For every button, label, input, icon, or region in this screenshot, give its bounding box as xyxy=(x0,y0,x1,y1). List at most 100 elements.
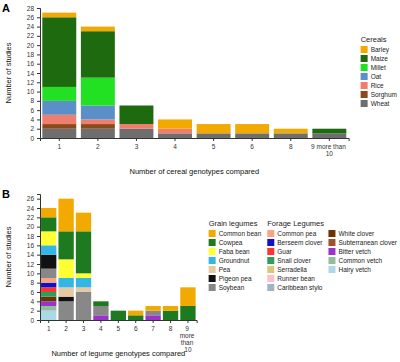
tick-label: 26 xyxy=(27,195,35,202)
tick-mark xyxy=(329,138,330,141)
tick-mark xyxy=(37,320,40,321)
tick-mark xyxy=(290,138,291,141)
bar-segment xyxy=(58,287,73,296)
bar-segment xyxy=(119,124,153,129)
legend-label: Guar xyxy=(277,248,292,255)
bar-segment xyxy=(41,292,56,297)
bar-segment xyxy=(235,133,269,138)
legend-label: Caribbean stylo xyxy=(277,284,323,292)
tick-mark xyxy=(175,138,176,141)
tick-mark xyxy=(37,17,40,18)
tick-label: 10 xyxy=(27,88,35,95)
bar-segment xyxy=(76,292,91,320)
bar-segment xyxy=(81,31,115,77)
bar-segment xyxy=(41,311,56,320)
panel: Grain legumesCommon beanCowpeaFaba beanG… xyxy=(2,188,398,358)
bar-segment xyxy=(41,217,56,231)
bar-segment xyxy=(145,315,160,320)
bar-segment xyxy=(42,129,76,138)
legend-label: Runner bean xyxy=(277,275,315,282)
tick-label: 0 xyxy=(30,135,34,142)
tick: 8 xyxy=(30,97,40,104)
bar-segment xyxy=(42,13,76,18)
tick-label: 8 xyxy=(30,97,34,104)
legend-label: Serradella xyxy=(277,266,307,273)
tick: 4 xyxy=(30,298,40,305)
legend-swatch xyxy=(267,275,274,282)
tick: 2 xyxy=(30,125,40,132)
tick-label: 2 xyxy=(64,325,68,332)
y-axis-title: Number of studies xyxy=(4,226,13,287)
tick-label: 1 xyxy=(57,143,61,150)
bar-segment xyxy=(76,287,91,292)
tick-label: 22 xyxy=(27,32,35,39)
tick: 16 xyxy=(27,242,40,249)
bar-segment xyxy=(58,301,73,320)
legend-label: Common vetch xyxy=(338,257,382,264)
legend-swatch xyxy=(328,257,335,264)
legend-swatch xyxy=(209,230,216,237)
tick-label: 10 xyxy=(27,270,35,277)
tick-label: 24 xyxy=(27,205,35,212)
legend: Grain legumesCommon beanCowpeaFaba beanG… xyxy=(209,219,398,292)
legend-label: Pigeon pea xyxy=(219,275,252,283)
tick: 18 xyxy=(27,233,40,240)
bar-segment xyxy=(81,27,115,32)
legend-label: Pea xyxy=(219,266,231,273)
tick: 12 xyxy=(27,79,40,86)
bar-segment xyxy=(58,297,73,302)
tick: 2 xyxy=(30,307,40,314)
legend-label: Common bean xyxy=(219,230,262,237)
legend-swatch xyxy=(209,248,216,255)
tick-label: 4 xyxy=(30,298,34,305)
tick-mark xyxy=(37,129,40,130)
bar-segment xyxy=(197,124,231,133)
tick-mark xyxy=(135,320,136,323)
tick-label: 7 xyxy=(151,325,155,332)
legend-label: White clover xyxy=(338,230,375,237)
tick: 8 xyxy=(289,138,293,150)
legend-label: Berseem clover xyxy=(277,239,323,246)
tick-label-line: 10 xyxy=(184,346,192,353)
tick-label: 20 xyxy=(27,42,35,49)
legend-swatch xyxy=(361,55,368,62)
tick: 18 xyxy=(27,51,40,58)
tick-label: 2 xyxy=(96,143,100,150)
tick-mark xyxy=(118,320,119,323)
legend-swatch xyxy=(209,284,216,291)
tick: 10 xyxy=(27,270,40,277)
panel-label: A xyxy=(2,2,10,14)
tick-label: 6 xyxy=(30,107,34,114)
bar-segment xyxy=(163,311,178,320)
tick-mark xyxy=(213,138,214,141)
tick-label: 5 xyxy=(212,143,216,150)
legend: CerealsBarleyMaizeMilletOatRiceSorghumWh… xyxy=(361,35,397,107)
tick: 14 xyxy=(27,251,40,258)
bar-segment xyxy=(119,129,153,138)
tick-mark xyxy=(37,54,40,55)
bar-segment xyxy=(41,278,56,283)
tick-mark xyxy=(37,199,40,200)
bar-segment xyxy=(58,231,73,259)
tick-mark xyxy=(37,217,40,218)
tick: 0 xyxy=(30,135,40,142)
bar-segment xyxy=(81,78,115,106)
legend-swatch xyxy=(267,266,274,273)
bar-segment xyxy=(158,133,192,138)
tick: 5 xyxy=(117,320,121,332)
tick-mark xyxy=(37,119,40,120)
bar-segment xyxy=(76,278,91,287)
tick-label: 28 xyxy=(27,5,35,12)
bar-segment xyxy=(312,128,346,129)
tick: 3 xyxy=(82,320,86,332)
tick-mark xyxy=(37,45,40,46)
legend-label: Common pea xyxy=(277,230,316,238)
tick-mark xyxy=(37,73,40,74)
bar-segment xyxy=(145,306,160,311)
bar-segment xyxy=(41,269,56,278)
legend-swatch xyxy=(209,257,216,264)
tick-label: 18 xyxy=(27,51,35,58)
bar-segment xyxy=(93,301,108,302)
axis-line xyxy=(41,139,350,142)
legend-swatch xyxy=(328,248,335,255)
